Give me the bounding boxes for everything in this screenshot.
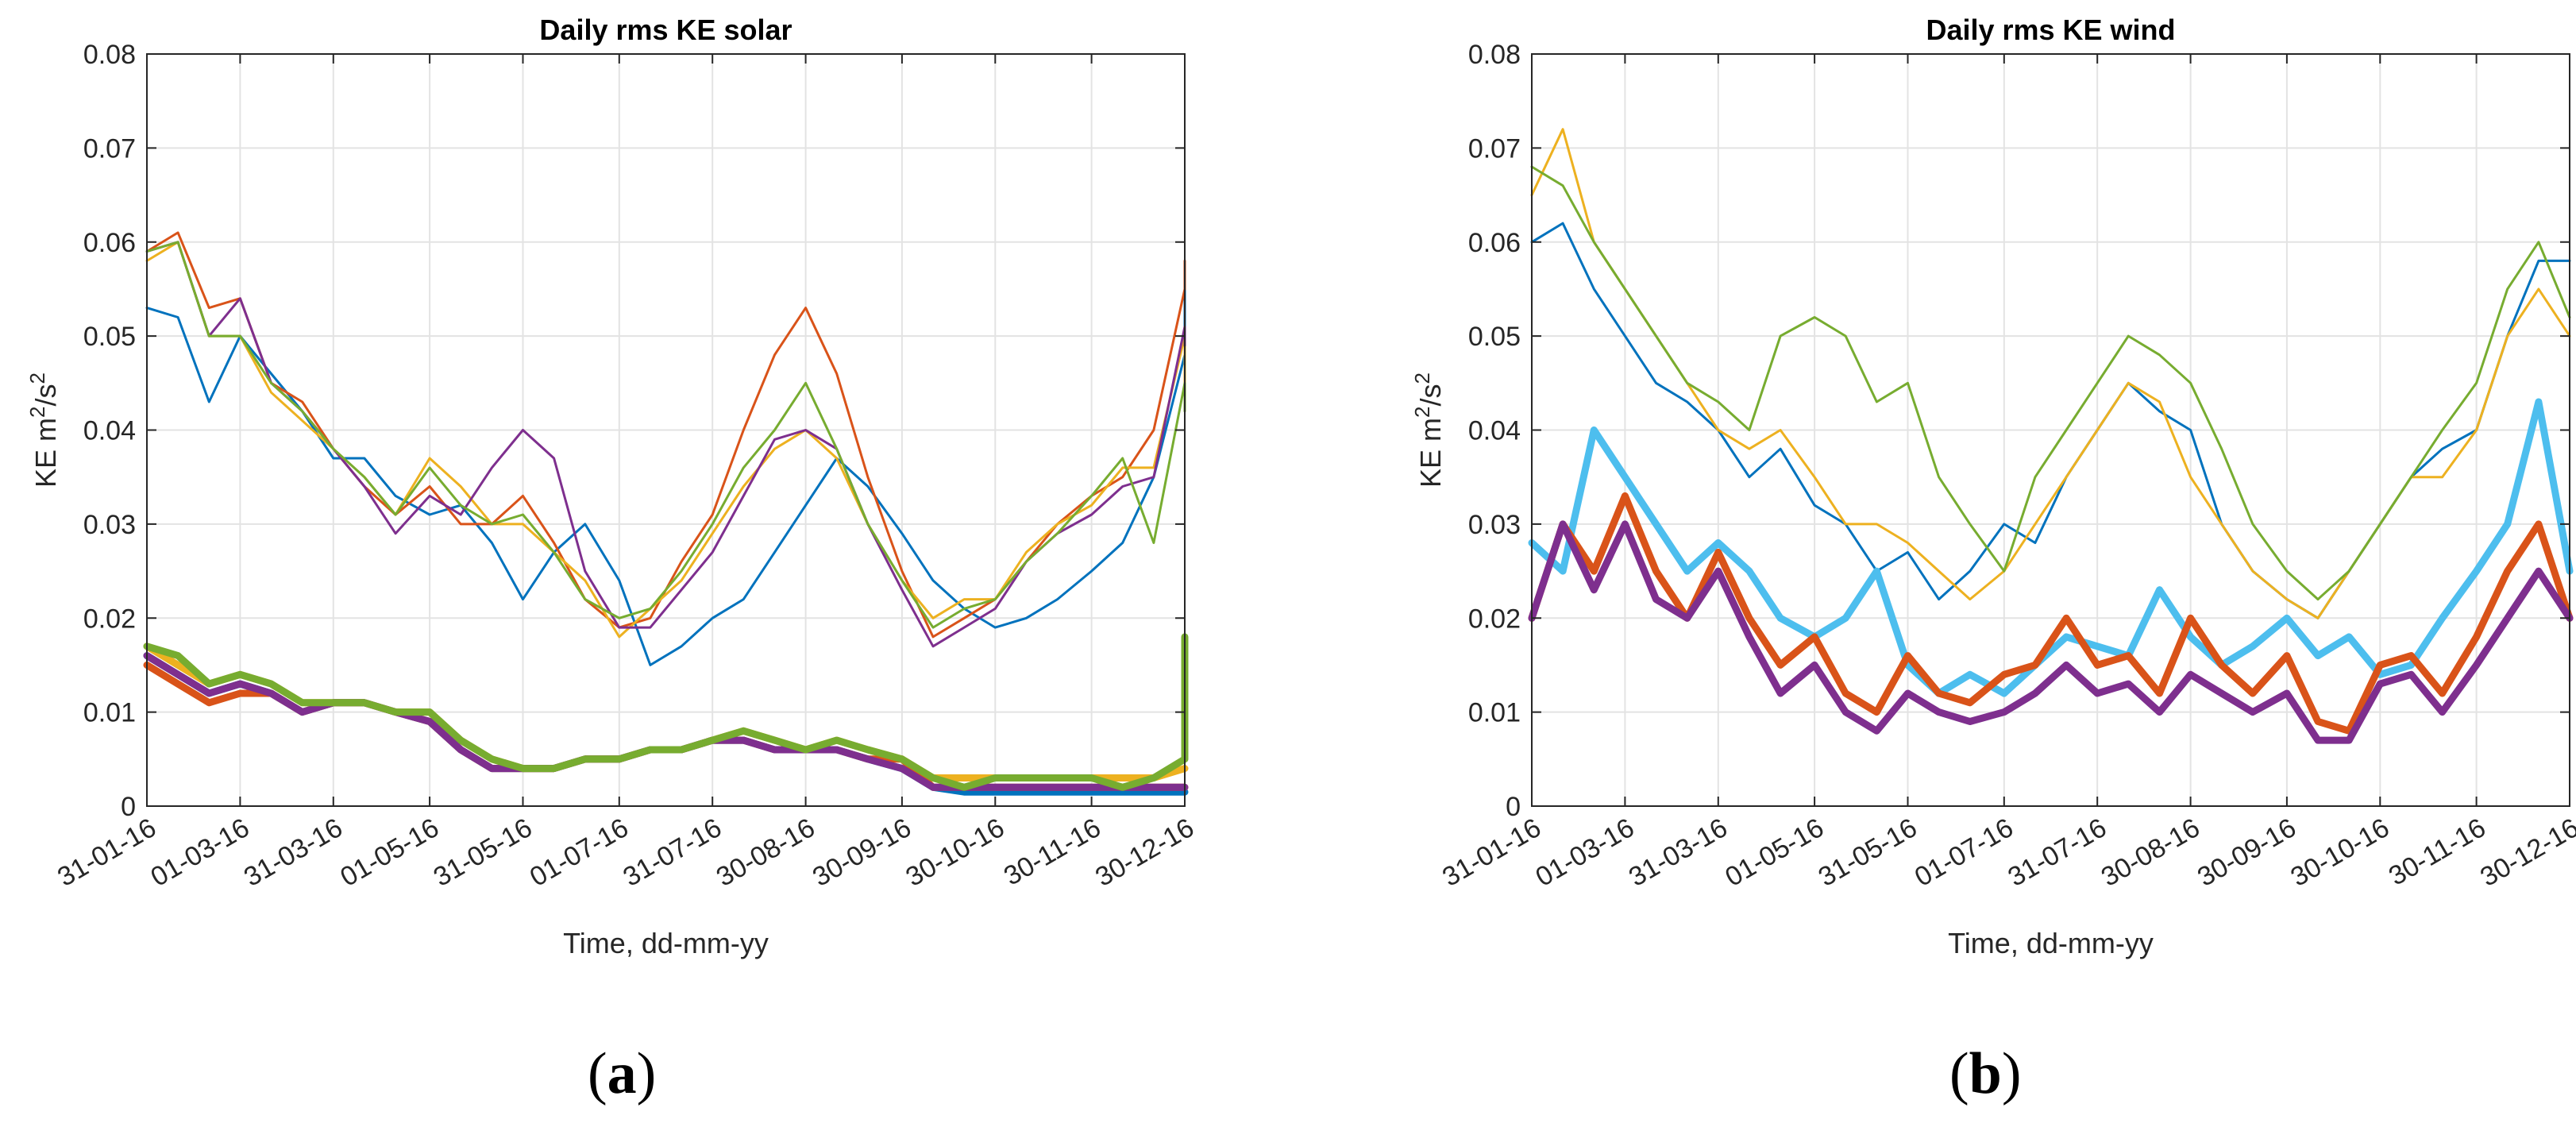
- y-tick-label: 0: [121, 792, 136, 822]
- panel-label-b: (b): [1949, 1041, 2022, 1106]
- y-tick-label: 0.02: [83, 604, 136, 634]
- x-tick-label: 30-12-16: [1090, 812, 1199, 893]
- x-tick-label: 30-08-16: [711, 812, 820, 893]
- panel-label-a: (a): [588, 1041, 657, 1106]
- y-tick-label: 0.01: [1468, 698, 1521, 728]
- x-tick-label: 30-12-16: [2475, 812, 2576, 893]
- y-tick-label: 0.01: [83, 698, 136, 728]
- y-tick-label: 0.08: [1468, 40, 1521, 70]
- series-line-6: [1528, 520, 2574, 744]
- x-tick-label: 01-05-16: [335, 812, 444, 893]
- x-axis-label: Time, dd-mm-yy: [563, 927, 769, 959]
- y-tick-label: 0.03: [1468, 510, 1521, 540]
- x-tick-label: 01-03-16: [1531, 812, 1640, 893]
- chart-wind: 0 0.01 0.02 0.03 0.04 0.05 0.06 0.07 0.08 31-01-1…: [1410, 14, 2576, 959]
- series-line-2: [145, 231, 1186, 639]
- x-tick-label: 01-07-16: [1910, 812, 2019, 893]
- x-tick-label: 30-10-16: [900, 812, 1009, 893]
- x-tick-label: 31-01-16: [1437, 812, 1546, 893]
- x-tick-label: 30-09-16: [808, 812, 916, 893]
- series-group: [1528, 128, 2574, 744]
- y-tick-label: 0.06: [1468, 228, 1521, 258]
- chart-title: Daily rms KE solar: [539, 14, 792, 46]
- y-tick-label: 0.04: [83, 416, 136, 446]
- x-tick-label: 31-01-16: [52, 812, 161, 893]
- y-axis-label: KE m2/s2: [25, 372, 62, 488]
- series-line-1: [145, 278, 1186, 666]
- x-tick-label: 01-05-16: [1720, 812, 1829, 893]
- y-tick-label: 0.07: [1468, 133, 1521, 164]
- series-line-3: [145, 241, 1186, 639]
- x-tick-label: 31-07-16: [2003, 812, 2111, 893]
- grid: [146, 53, 1186, 807]
- y-tick-label: 0.05: [1468, 322, 1521, 352]
- x-tick-label: 30-10-16: [2285, 812, 2394, 893]
- series-line-3: [1530, 165, 2571, 601]
- series-line-10: [143, 633, 1189, 791]
- y-tick-label: 0.06: [83, 228, 136, 258]
- series-line-4: [1528, 398, 2574, 697]
- y-tick-label: 0.03: [83, 510, 136, 540]
- x-tick-label: 31-03-16: [1624, 812, 1733, 893]
- chart-solar: 0 0.01 0.02 0.03 0.04 0.05 0.06 0.07 0.08 31-01-1…: [25, 14, 1199, 959]
- series-group: [143, 231, 1189, 796]
- y-tick-label: 0.08: [83, 40, 136, 70]
- y-tick-label: 0.05: [83, 322, 136, 352]
- y-tick-label: 0.04: [1468, 416, 1521, 446]
- x-axis-label: Time, dd-mm-yy: [1948, 927, 2154, 959]
- x-tick-label: 31-07-16: [618, 812, 727, 893]
- series-line-5: [1528, 492, 2574, 735]
- series-line-5: [145, 241, 1186, 629]
- x-tick-label: 30-08-16: [2096, 812, 2205, 893]
- x-tick-label: 31-03-16: [239, 812, 348, 893]
- y-tick-label: 0.02: [1468, 604, 1521, 634]
- x-tick-label: 30-09-16: [2192, 812, 2301, 893]
- y-axis-label: KE m2/s2: [1410, 372, 1447, 488]
- chart-title: Daily rms KE wind: [1926, 14, 2175, 46]
- x-tick-label: 01-07-16: [525, 812, 634, 893]
- x-tick-label: 31-05-16: [429, 812, 538, 893]
- x-tick-label: 31-05-16: [1814, 812, 1922, 893]
- x-tick-label: 30-11-16: [999, 812, 1106, 892]
- x-tick-label: 01-03-16: [146, 812, 255, 893]
- x-tick-label: 30-11-16: [2384, 812, 2491, 892]
- y-tick-label: 0: [1506, 792, 1521, 822]
- y-tick-label: 0.07: [83, 133, 136, 164]
